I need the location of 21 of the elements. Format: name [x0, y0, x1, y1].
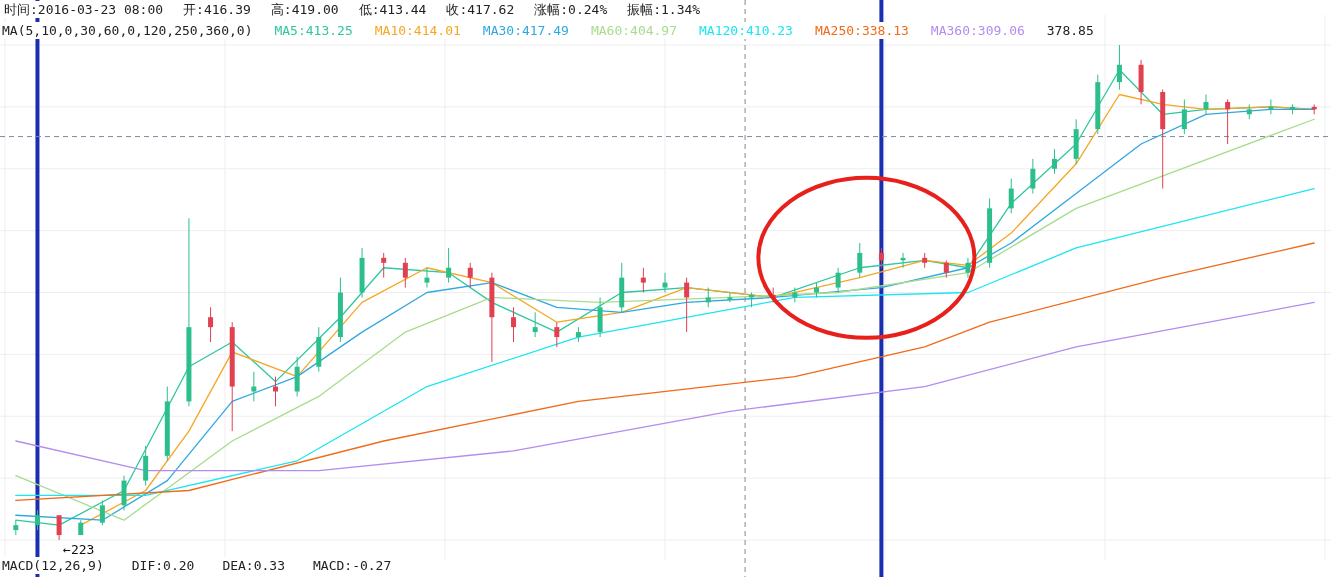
text: 高:419.00	[270, 2, 339, 17]
text: MA360:309.06	[930, 23, 1025, 38]
text: 378.85	[1046, 23, 1094, 38]
text: 低:413.44	[358, 2, 427, 17]
text: DIF:0.20	[131, 558, 195, 573]
text: 振幅:1.34%	[627, 2, 701, 17]
text: ←223	[63, 542, 95, 557]
text: 开:416.39	[183, 2, 251, 17]
text: 时间:2016-03-23 08:00	[4, 2, 164, 17]
text: MA60:404.97	[590, 23, 678, 38]
text: MA5:413.25	[274, 23, 353, 38]
text: DEA:0.33	[222, 558, 285, 573]
text: 涨幅:0.24%	[534, 2, 608, 17]
text: MA10:414.01	[374, 23, 461, 38]
text: MA(5,10,0,30,60,0,120,250,360,0)	[2, 23, 253, 38]
text: 收:417.62	[446, 2, 515, 17]
text: MACD:-0.27	[313, 558, 392, 573]
text: MA250:338.13	[814, 23, 909, 38]
text: MA120:410.23	[699, 23, 793, 38]
text: MA30:417.49	[482, 23, 569, 38]
text: MACD(12,26,9)	[2, 558, 104, 573]
